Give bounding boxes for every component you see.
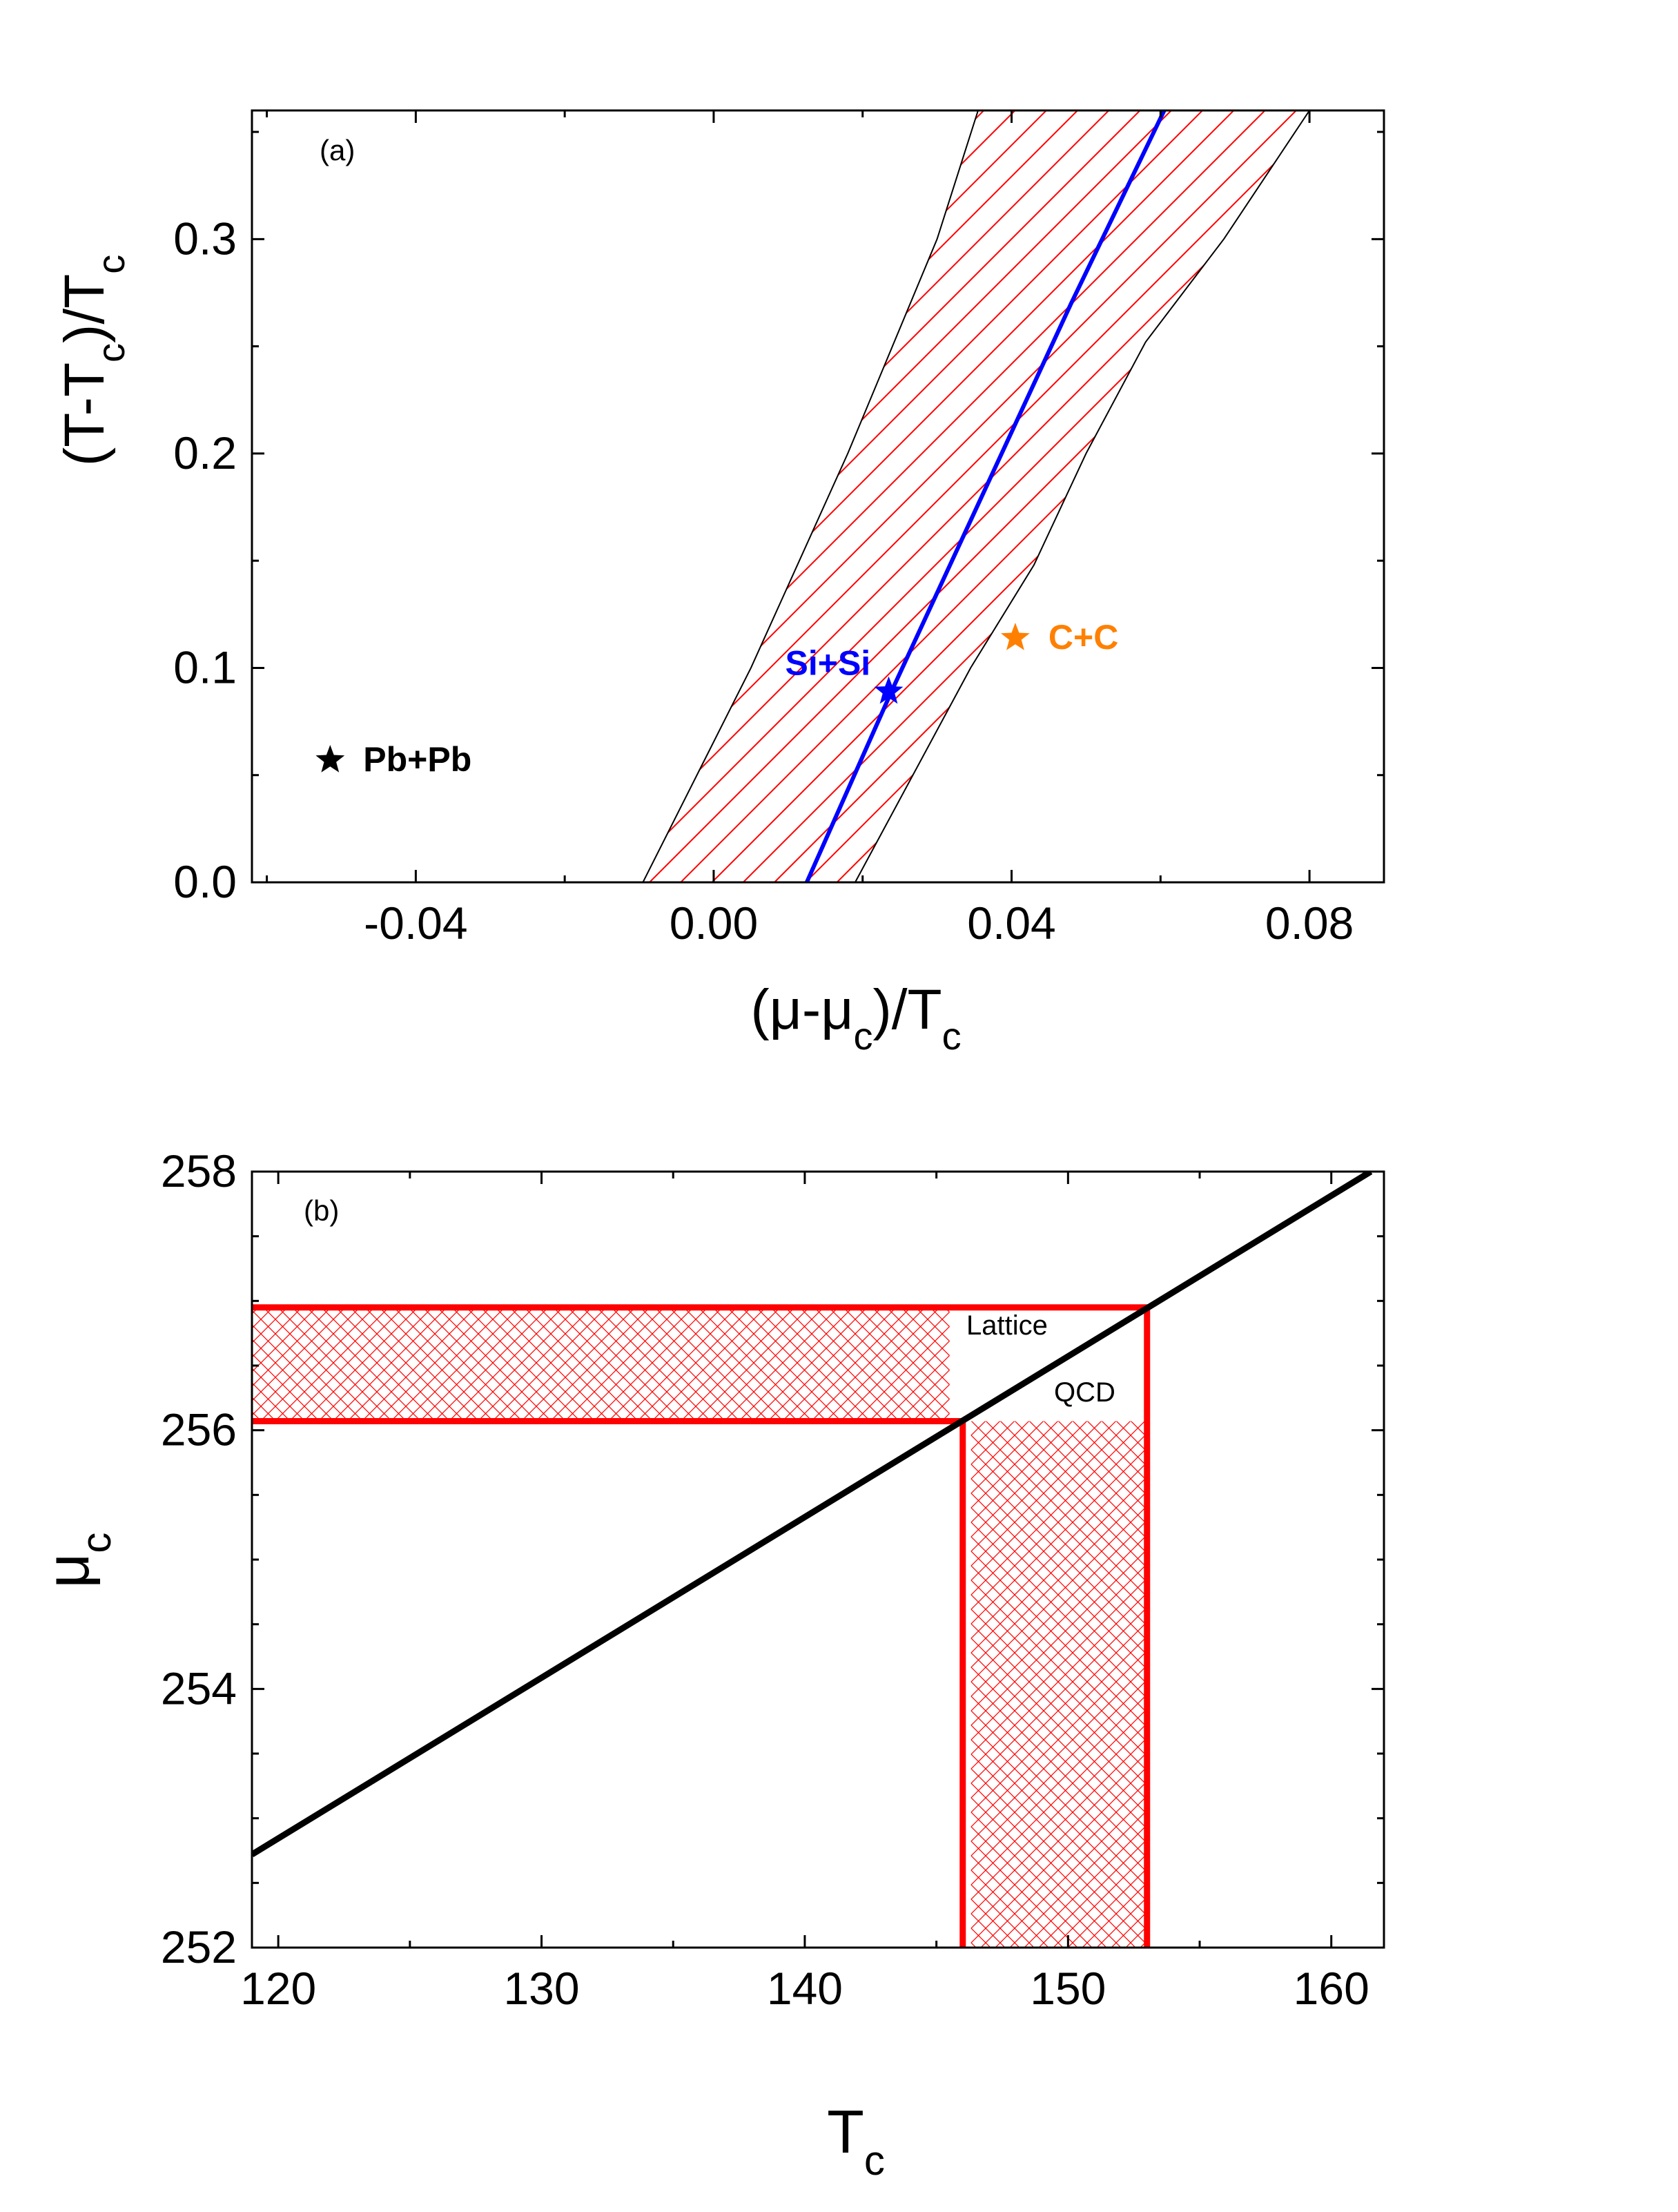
- y-axis-label: (T-Tc)/Tc: [53, 255, 133, 466]
- y-tick-label: 254: [161, 1662, 237, 1714]
- tc-range-band: [970, 1421, 1147, 1948]
- axes-b: 120 130 140 150 160 252 254 256 258: [161, 1145, 1384, 2014]
- y-tick-label: 0.1: [173, 641, 237, 692]
- series-line: [805, 110, 1167, 882]
- muc-range-band: [252, 1307, 950, 1422]
- y-tick-label: 252: [161, 1921, 237, 1972]
- star-marker: [315, 745, 345, 773]
- y-tick-label: 0.0: [173, 856, 237, 907]
- x-tick-label: 0.00: [670, 898, 758, 949]
- x-axis-label: Tc: [827, 2097, 885, 2184]
- y-tick-label: 258: [161, 1145, 237, 1196]
- point-label: Pb+Pb: [363, 740, 471, 779]
- axes-a: -0.04 0.00 0.04 0.08 0.0 0.1 0.2 0.3: [173, 110, 1384, 949]
- panel-label: (a): [320, 134, 355, 166]
- panel-a: -0.04 0.00 0.04 0.08 0.0 0.1 0.2 0.3 Pb+Pb Si+Si…: [53, 109, 1385, 1058]
- x-tick-label: 150: [1030, 1963, 1106, 2014]
- point-label: Si+Si: [786, 644, 871, 683]
- x-tick-label: 0.08: [1265, 898, 1354, 949]
- x-tick-label: 120: [240, 1963, 316, 2014]
- x-tick-label: 160: [1294, 1963, 1369, 2014]
- plot-frame-a: [251, 109, 1385, 884]
- uncertainty-band: [642, 110, 1311, 882]
- x-tick-label: -0.04: [364, 898, 467, 949]
- y-tick-label: 0.2: [173, 427, 237, 478]
- plot-frame-b: [251, 1170, 1385, 1949]
- star-marker: [874, 676, 904, 704]
- y-tick-label: 256: [161, 1404, 237, 1455]
- star-marker: [1001, 623, 1030, 650]
- annotation-lattice: Lattice: [966, 1310, 1048, 1341]
- point-label: C+C: [1048, 618, 1118, 657]
- y-tick-label: 0.3: [173, 213, 237, 264]
- x-tick-label: 140: [767, 1963, 843, 2014]
- data-points-a: Pb+Pb Si+Si C+C: [315, 618, 1118, 779]
- y-axis-label: μc: [33, 1533, 119, 1589]
- x-axis-label: (μ-μc)/Tc: [750, 978, 961, 1058]
- x-tick-label: 130: [503, 1963, 579, 2014]
- x-tick-label: 0.04: [967, 898, 1055, 949]
- annotation-qcd: QCD: [1054, 1377, 1115, 1408]
- panel-label: (b): [304, 1194, 339, 1227]
- series-line: [252, 1172, 1373, 1857]
